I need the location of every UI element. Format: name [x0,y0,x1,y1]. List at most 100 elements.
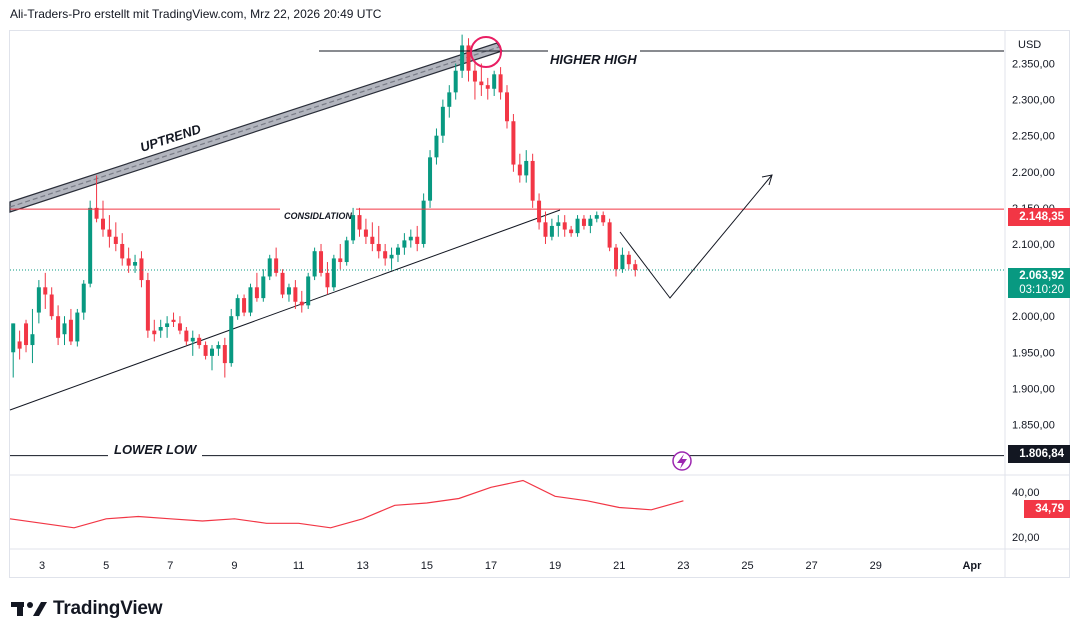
candle-body [389,254,394,259]
candle-body [421,200,426,244]
candle-body [447,92,452,107]
candle-body [395,247,400,255]
candle-body [517,164,522,176]
candle-body [325,272,330,288]
projection-path [619,174,773,299]
level-lines [10,50,1004,457]
candle-body [30,334,35,346]
candle-body [126,258,131,266]
candle-body [152,330,157,335]
last-price-tag: 2.063,92 03:10:20 [1008,268,1070,298]
candle-body [511,121,516,165]
candle-body [633,264,638,270]
time-tick-label: 21 [613,560,625,572]
candle-body [49,294,54,317]
candle-body [62,323,67,335]
candle-body [415,236,420,244]
candle-body [607,222,612,248]
price-tick-label: 2.000,00 [1012,311,1055,323]
event-flash-icon[interactable] [672,451,692,471]
candle-body [530,160,535,201]
candle-body [479,81,484,86]
time-tick-label: 7 [167,560,173,572]
candle-body [588,218,593,226]
candle-body [351,215,356,241]
candle-body [594,215,599,219]
candle-body [363,229,368,237]
indicator-line [9,479,684,529]
candle-body [524,160,529,176]
candle-body [177,323,182,331]
indicator-tick-label: 20,00 [1012,532,1040,544]
candle-body [453,70,458,93]
candle-body [492,74,497,89]
candle-body [216,345,221,349]
time-tick-label: 3 [39,560,45,572]
candle-body [286,287,291,295]
candle-body [466,45,471,71]
time-tick-label: 9 [231,560,237,572]
time-tick-label: 11 [293,560,304,572]
candle-body [43,287,48,295]
candle-body [498,74,503,93]
lower-low-price-tag: 1.806,84 [1008,445,1070,463]
candle-body [549,225,554,237]
candle-body [460,45,465,71]
candle-body [312,251,317,277]
candle-body [626,254,631,265]
candle-body [100,218,105,230]
price-tick-label: 2.200,00 [1012,167,1055,179]
candle-body [428,157,433,201]
time-tick-label: 25 [741,560,753,572]
candle-body [267,258,272,277]
price-tick-label: 2.350,00 [1012,58,1055,70]
candle-body [88,207,93,284]
candle-body [299,301,304,306]
candle-body [440,106,445,136]
candle-body [357,215,362,230]
candle-body [229,316,234,364]
candle-body [171,319,176,322]
candle-body [543,222,548,237]
price-tick-label: 1.900,00 [1012,383,1055,395]
candle-body [210,348,215,356]
candle-body [344,240,349,263]
candle-body [408,236,413,241]
indicator-pane: 40,00 20,00 [9,479,1040,544]
tradingview-logo[interactable]: TradingView [11,598,163,620]
time-tick-label: 17 [485,560,497,572]
candle-body [331,258,336,288]
candle-body [24,323,29,346]
candle-body [133,262,138,266]
time-tick-label: 19 [549,560,561,572]
candle-body [376,243,381,252]
last-price-value: 2.063,92 [1019,270,1064,282]
candle-body [242,298,247,313]
candle-body [222,345,227,364]
chart-grid [10,31,1069,577]
candle-body [120,243,125,259]
candle-body [107,229,112,237]
time-tick-label: 13 [357,560,369,572]
candle-body [11,323,16,353]
candle-body [94,207,99,219]
candle-body [184,330,189,342]
candle-body [75,312,80,342]
candle-body [402,240,407,248]
candle-body [537,200,542,223]
consolidation-price-tag: 2.148,35 [1008,208,1070,226]
candle-body [581,218,586,226]
countdown-timer: 03:10:20 [1019,284,1064,296]
candle-body [139,258,144,281]
candle-body [235,298,240,317]
candle-body [601,215,606,223]
indicator-tick-label: 40,00 [1012,487,1040,499]
tradingview-logo-icon [11,602,47,616]
candle-body [434,135,439,158]
chart-attribution: Ali-Traders-Pro erstellt mit TradingView… [10,7,382,21]
consolidation-label: CONSIDLATION [284,211,352,221]
price-tick-label: 2.300,00 [1012,95,1055,107]
candlestick-series [11,34,638,378]
candle-body [338,258,343,263]
